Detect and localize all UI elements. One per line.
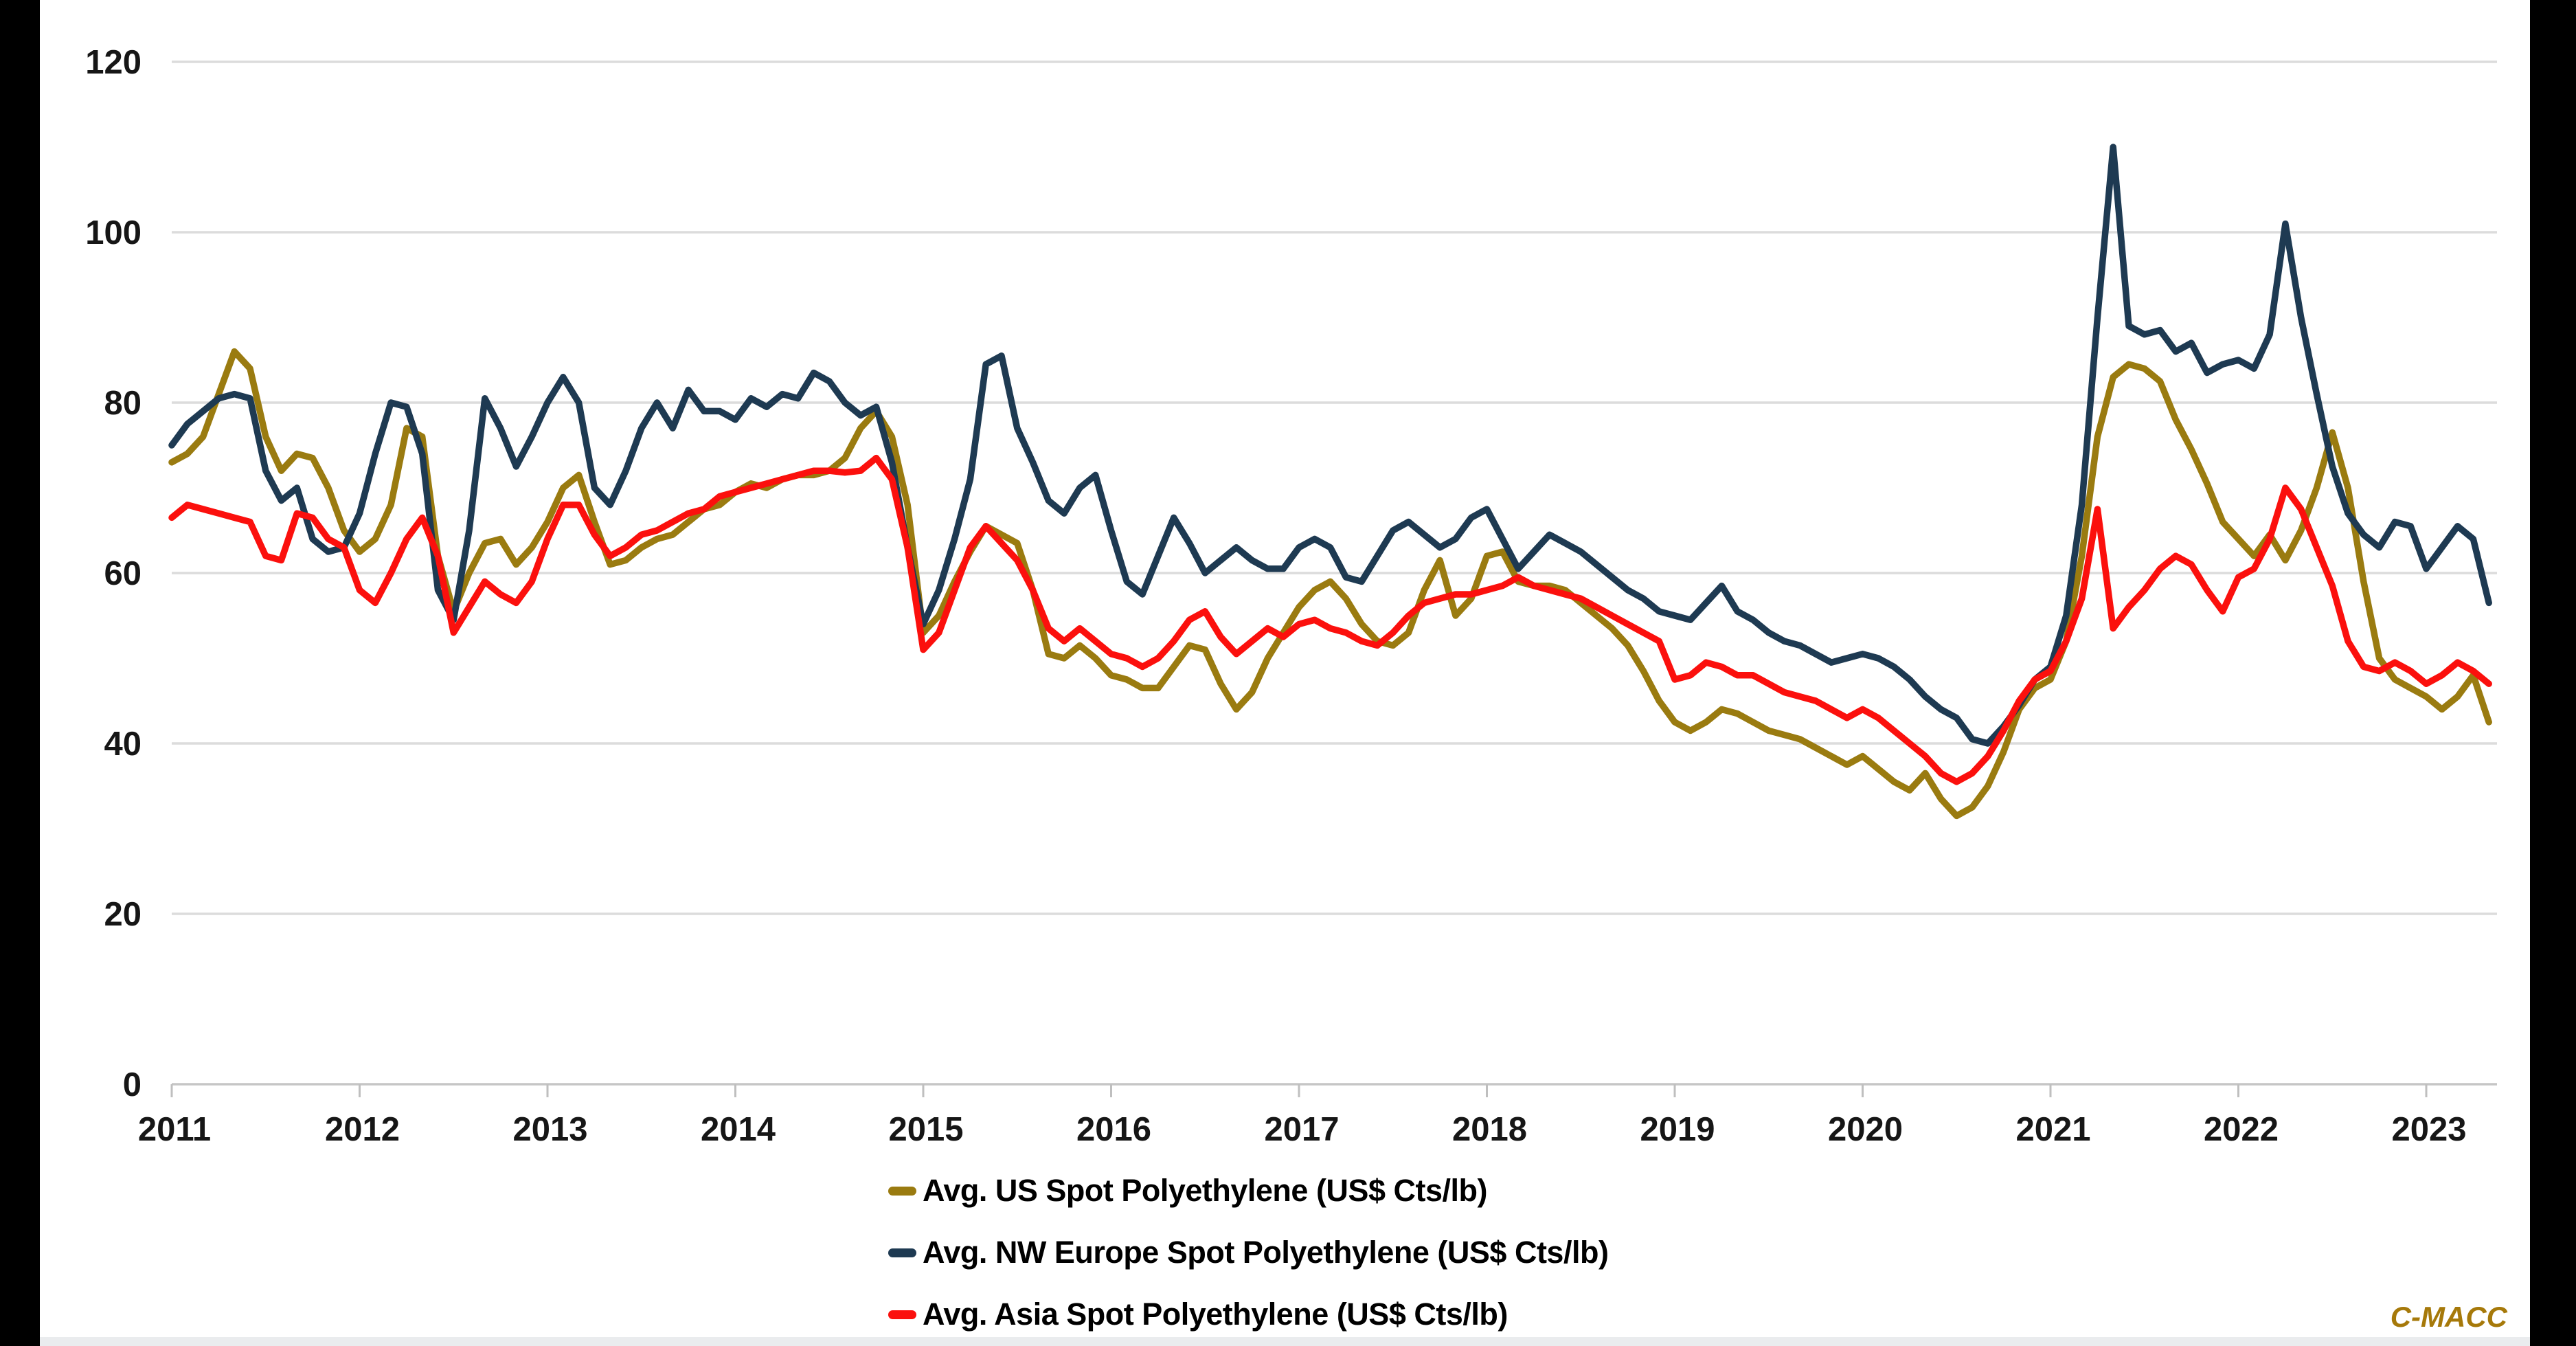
us-series-swatch-icon: [888, 1186, 916, 1196]
series-line-us: [168, 348, 2492, 820]
legend-label-nw-europe: Avg. NW Europe Spot Polyethylene (US$ Ct…: [923, 1235, 1609, 1270]
legend-label-us: Avg. US Spot Polyethylene (US$ Cts/lb): [923, 1173, 1487, 1208]
x-tick-label-2022: 2022: [2204, 1111, 2279, 1148]
x-tick-label-2020: 2020: [1828, 1111, 1903, 1148]
legend-item-us: Avg. US Spot Polyethylene (US$ Cts/lb): [888, 1169, 1919, 1213]
y-tick-label-40: 40: [104, 726, 142, 763]
nw-europe-series-swatch-icon: [888, 1248, 916, 1257]
series-line-nw-europe: [168, 144, 2492, 747]
x-tick-label-2018: 2018: [1452, 1111, 1527, 1148]
y-axis-labels: 0 20 40 60 80 100 120: [85, 44, 142, 1103]
slide-bottom-edge: [40, 1337, 2530, 1346]
x-axis: [170, 1083, 2497, 1097]
gridlines: [172, 60, 2497, 915]
legend-item-nw-europe: Avg. NW Europe Spot Polyethylene (US$ Ct…: [888, 1231, 1919, 1275]
x-tick-label-2017: 2017: [1264, 1111, 1339, 1148]
legend-item-asia: Avg. Asia Spot Polyethylene (US$ Cts/lb): [888, 1292, 1919, 1336]
x-axis-labels: 2011 2012 2013 2014 2015 2016 2017 2018 2019 2020…: [138, 1111, 2467, 1148]
letterbox-right: [2530, 0, 2576, 1346]
y-tick-label-20: 20: [104, 896, 142, 933]
x-tick-label-2013: 2013: [512, 1111, 587, 1148]
x-tick-label-2019: 2019: [1640, 1111, 1715, 1148]
y-tick-label-100: 100: [85, 214, 142, 251]
x-tick-label-2011: 2011: [138, 1111, 211, 1148]
x-tick-label-2021: 2021: [2015, 1111, 2090, 1148]
asia-series-swatch-icon: [888, 1310, 916, 1319]
y-tick-label-120: 120: [85, 44, 142, 81]
y-tick-label-60: 60: [104, 555, 142, 592]
x-tick-label-2016: 2016: [1076, 1111, 1151, 1148]
y-tick-label-80: 80: [104, 385, 142, 422]
x-tick-label-2023: 2023: [2391, 1111, 2466, 1148]
series-line-asia: [168, 454, 2492, 785]
x-tick-label-2012: 2012: [325, 1111, 400, 1148]
cmacc-watermark: C-MACC: [2390, 1301, 2507, 1333]
letterbox-left: [0, 0, 40, 1346]
y-tick-label-0: 0: [123, 1066, 142, 1103]
legend-label-asia: Avg. Asia Spot Polyethylene (US$ Cts/lb): [923, 1297, 1508, 1332]
x-tick-label-2014: 2014: [701, 1111, 776, 1148]
x-tick-label-2015: 2015: [888, 1111, 963, 1148]
